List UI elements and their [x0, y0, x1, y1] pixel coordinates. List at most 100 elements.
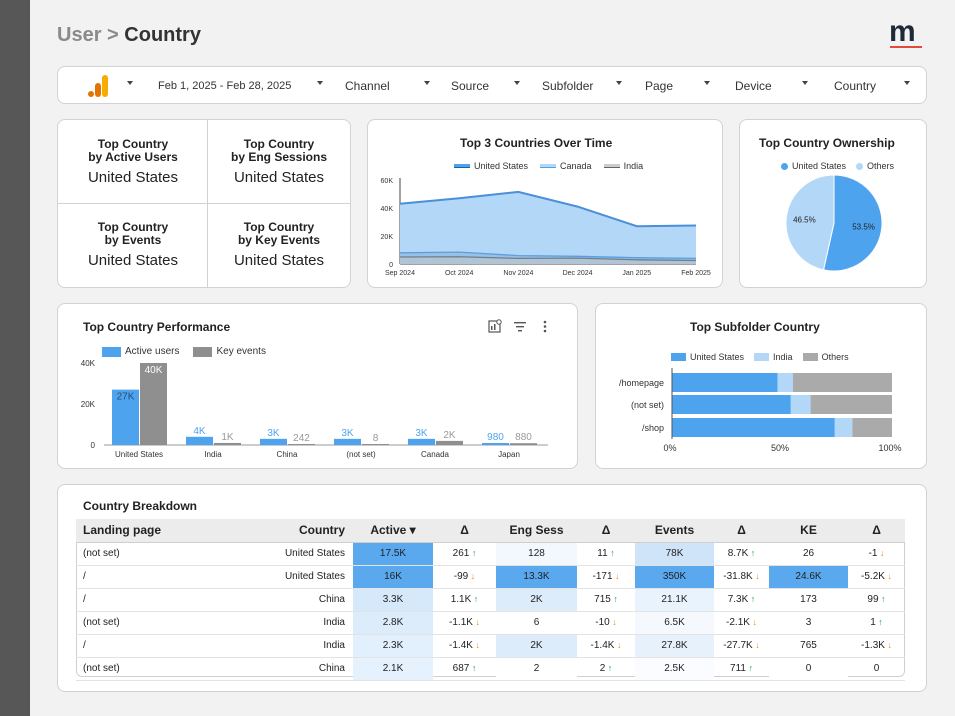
- chart-legend: United States India Others: [671, 352, 849, 362]
- col-delta-events[interactable]: Δ: [714, 519, 769, 543]
- cell-delta: 711 ↑: [714, 657, 769, 681]
- data-label-key: 40K: [145, 365, 163, 376]
- arrow-up-icon: ↑: [748, 594, 756, 604]
- legend-label: Others: [867, 161, 895, 171]
- kpi-value: United States: [87, 252, 179, 269]
- cell-value: -5.2K: [861, 571, 885, 582]
- x-tick-label: 0%: [663, 443, 676, 453]
- date-range-filter[interactable]: Feb 1, 2025 - Feb 28, 2025: [158, 80, 292, 92]
- cell-landing-page: /: [76, 588, 226, 612]
- table-row[interactable]: (not set) United States 17.5K 261 ↑ 128 11 ↑ 7…: [76, 542, 905, 566]
- cell-active: 2.3K: [353, 634, 433, 658]
- data-label-key: 242: [293, 433, 310, 444]
- cell-delta: 7.3K ↑: [714, 588, 769, 612]
- arrow-up-icon: ↑: [469, 548, 477, 558]
- table-row[interactable]: / India 2.3K -1.4K ↓ 2K -1.4K ↓ 27.8K -27.7K ↓ 7…: [76, 634, 905, 658]
- cell-ke: 26: [769, 542, 848, 566]
- y-tick-label: /homepage: [619, 378, 664, 388]
- chevron-down-icon[interactable]: [317, 81, 323, 85]
- line-canada: [399, 251, 697, 260]
- cell-delta: 1.1K ↑: [433, 588, 496, 612]
- explore-icon[interactable]: [488, 319, 502, 333]
- cell-value: -10: [595, 617, 610, 628]
- data-label-key: 2K: [443, 430, 456, 441]
- cell-value: -1: [868, 548, 878, 559]
- table-row[interactable]: / China 3.3K 1.1K ↑ 2K 715 ↑ 21.1K 7.3K ↑ 173 99 …: [76, 588, 905, 612]
- filter-subfolder[interactable]: Subfolder: [542, 79, 594, 93]
- cell-value: 8.7K: [727, 548, 749, 559]
- more-vert-icon[interactable]: [542, 320, 548, 333]
- col-delta-active[interactable]: Δ: [433, 519, 496, 543]
- col-delta-ke[interactable]: Δ: [848, 519, 905, 543]
- chevron-down-icon[interactable]: [514, 81, 520, 85]
- cell-value: -1.1K: [449, 617, 473, 628]
- col-eng-sess[interactable]: Eng Sess: [496, 519, 577, 543]
- arrow-up-icon: ↑: [745, 663, 753, 673]
- filter-source[interactable]: Source: [451, 79, 490, 93]
- cell-value: -171: [592, 571, 613, 582]
- col-delta-eng[interactable]: Δ: [577, 519, 635, 543]
- chevron-down-icon[interactable]: [904, 81, 910, 85]
- y-tick-label: 20K: [381, 234, 394, 241]
- kpi-title: Top Country: [97, 137, 169, 151]
- filter-device[interactable]: Device: [735, 79, 772, 93]
- cell-value: 13.3K: [523, 571, 550, 582]
- x-tick-label: China: [277, 450, 298, 459]
- col-active[interactable]: Active ▾: [353, 519, 433, 543]
- y-tick-label: 40K: [381, 206, 394, 213]
- cell-delta: -27.7K ↓: [714, 634, 769, 658]
- bar-united-states: [672, 395, 791, 414]
- cell-delta: 715 ↑: [577, 588, 635, 612]
- arrow-up-icon: ↑: [748, 548, 756, 558]
- cell-value: /: [83, 594, 86, 605]
- cell-value: 1.1K: [450, 594, 472, 605]
- bar-united-states: [672, 418, 835, 437]
- col-landing-page[interactable]: Landing page: [76, 519, 226, 543]
- cell-value: -31.8K: [723, 571, 753, 582]
- table-row[interactable]: (not set) China 2.1K 687 ↑ 2 2 ↑ 2.5K 711 ↑ 0 0: [76, 657, 905, 681]
- cell-active: 3.3K: [353, 588, 433, 612]
- cell-value: 2.1K: [382, 663, 404, 674]
- cell-ke: 3: [769, 611, 848, 635]
- col-events[interactable]: Events: [635, 519, 714, 543]
- x-tick-label: Japan: [498, 450, 520, 459]
- arrow-up-icon: ↑: [875, 617, 883, 627]
- col-country[interactable]: Country: [226, 519, 353, 543]
- chevron-down-icon[interactable]: [616, 81, 622, 85]
- filter-icon[interactable]: [513, 320, 527, 332]
- chevron-down-icon[interactable]: [424, 81, 430, 85]
- col-ke[interactable]: KE: [769, 519, 848, 543]
- table-row[interactable]: / United States 16K -99 ↓ 13.3K -171 ↓ 350K -31…: [76, 565, 905, 589]
- cell-value: 173: [800, 594, 817, 605]
- x-tick-label: Dec 2024: [563, 270, 593, 277]
- legend-label: United States: [792, 161, 847, 171]
- cell-value: 6.5K: [664, 617, 685, 628]
- cell-value: (not set): [83, 617, 120, 628]
- filter-country[interactable]: Country: [834, 79, 877, 93]
- cell-active: 16K: [353, 565, 433, 589]
- table-row[interactable]: (not set) India 2.8K -1.1K ↓ 6 -10 ↓ 6.5K -2.1K…: [76, 611, 905, 635]
- line-united-states: [399, 190, 697, 228]
- cell-delta: 11 ↑: [577, 542, 635, 566]
- cell-value: (not set): [83, 548, 120, 559]
- arrow-down-icon: ↓: [614, 640, 622, 650]
- cell-events: 78K: [635, 542, 714, 566]
- cell-eng-sess: 128: [496, 542, 577, 566]
- cell-value: 2.3K: [382, 640, 404, 651]
- cell-country: United States: [226, 542, 353, 566]
- filter-channel[interactable]: Channel: [345, 79, 390, 93]
- chevron-down-icon[interactable]: [127, 81, 133, 85]
- pie-label: 46.5%: [793, 216, 816, 225]
- analytics-icon[interactable]: [88, 74, 110, 98]
- cell-delta: 0: [848, 657, 905, 681]
- chevron-down-icon[interactable]: [802, 81, 808, 85]
- cell-value: 687: [452, 663, 470, 674]
- filter-page[interactable]: Page: [645, 79, 674, 93]
- chevron-down-icon[interactable]: [704, 81, 710, 85]
- legend-label: Others: [821, 352, 849, 362]
- x-tick-label: India: [204, 450, 222, 459]
- logo-letter: m: [889, 16, 916, 48]
- cell-value: 16K: [384, 571, 402, 582]
- breadcrumb-parent[interactable]: User >: [57, 24, 119, 46]
